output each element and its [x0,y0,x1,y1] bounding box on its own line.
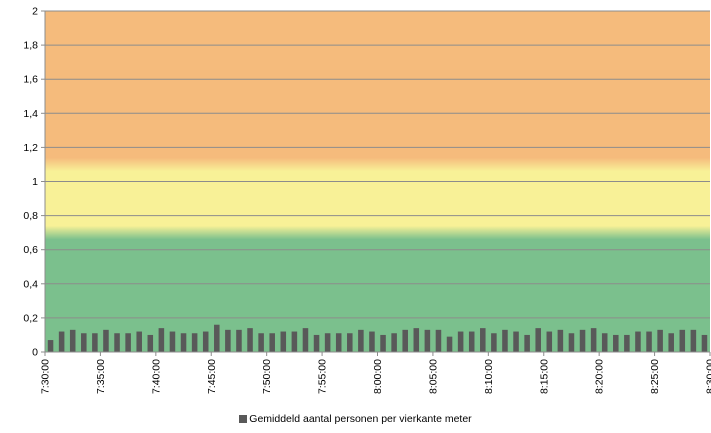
bar [657,329,663,352]
bars [47,324,708,352]
y-axis-ticks: 0 0,2 0,4 0,6 0,8 1 1,2 1,4 1,6 1,8 2 [23,6,45,359]
x-tick-label: 7:45:00 [206,359,218,394]
bar [225,329,231,352]
y-tick-label: 0,6 [23,244,38,256]
x-tick-label: 7:50:00 [261,359,273,394]
bar [158,328,165,352]
legend-label: Gemiddeld aantal personen per vierkante … [249,413,472,425]
bar [590,328,597,352]
bar [114,333,120,352]
bar [92,333,98,352]
bar [147,334,154,352]
bar [103,329,109,352]
bar [269,333,275,352]
y-tick-label: 1,8 [23,40,38,52]
y-tick-label: 0 [32,347,38,359]
y-tick-label: 0,4 [23,278,38,290]
x-tick-label: 8:20:00 [594,359,606,394]
bar [546,331,553,352]
bar [302,328,309,352]
bar [391,333,397,352]
y-tick-label: 1,2 [23,142,38,154]
x-tick-label: 8:25:00 [649,359,661,394]
bar [613,334,619,352]
gridlines [45,10,710,319]
bar [502,329,508,352]
bar [624,334,630,352]
bar [491,333,497,352]
x-tick-label: 8:10:00 [483,359,495,394]
bar [369,331,375,352]
bar [424,329,431,352]
bar [258,333,264,352]
bar [690,329,697,352]
bar [58,331,65,352]
legend: Gemiddeld aantal personen per vierkante … [0,413,711,425]
x-axis-ticks: 7:30:00 7:35:00 7:40:00 7:45:00 7:50:00 7:55:… [40,352,711,394]
bar [358,329,364,352]
bar [446,336,453,352]
bar [535,328,541,352]
x-tick-label: 8:05:00 [427,359,439,394]
bar [380,334,386,352]
x-tick-label: 7:30:00 [40,359,52,394]
bar [568,333,575,352]
x-tick-label: 8:00:00 [372,359,384,394]
bar [236,329,242,352]
bar [125,333,131,352]
x-tick-label: 8:15:00 [538,359,550,394]
x-tick-label: 7:55:00 [317,359,329,394]
bar [280,331,287,352]
bar [324,333,331,352]
legend-swatch [239,415,248,423]
y-tick-label: 1 [32,176,38,188]
bar [601,333,608,352]
bar [679,329,686,352]
bar [579,329,586,352]
bar [413,328,420,352]
bar [291,331,298,352]
y-tick-label: 0,8 [23,210,38,222]
y-tick-label: 1,4 [23,108,38,120]
bar [480,328,486,352]
bar [169,331,176,352]
bar [202,331,209,352]
bar [69,329,76,352]
bar [701,334,708,352]
bar [180,333,187,352]
bar [247,328,253,352]
bar [347,333,353,352]
y-tick-label: 1,6 [23,74,38,86]
bar [81,333,87,352]
bar [335,333,342,352]
bar [313,334,320,352]
x-tick-label: 8:30:00 [705,359,711,394]
bar [468,331,475,352]
bar [513,331,519,352]
bar [557,329,564,352]
x-tick-label: 7:35:00 [95,359,107,394]
bar [402,329,408,352]
bar [214,324,220,352]
bar [457,331,464,352]
bar [136,331,142,352]
y-tick-label: 2 [32,6,38,18]
x-tick-label: 7:40:00 [150,359,162,394]
bar [524,334,530,352]
y-tick-label: 0,2 [23,312,38,324]
bar [191,333,198,352]
bar [635,331,641,352]
bar [47,340,54,352]
bar [668,333,674,352]
bar [435,329,442,352]
bar [646,331,652,352]
